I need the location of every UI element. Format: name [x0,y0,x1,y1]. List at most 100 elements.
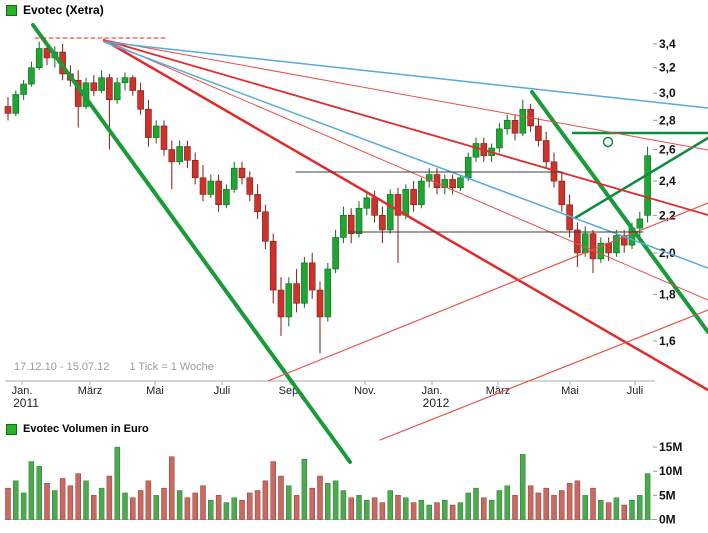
volume-bar [410,502,417,520]
volume-legend-swatch-icon [6,423,17,435]
volume-bar [192,492,198,520]
price-axis-label: 3,4 [659,37,676,51]
volume-bar [457,502,464,520]
volume-bar [559,490,565,520]
volume-bar [629,499,635,520]
volume-bar [551,495,557,520]
tick-interval-text: 1 Tick = 1 Woche [129,361,214,373]
candle [441,179,449,188]
candle [464,156,472,179]
volume-bar [317,475,323,520]
volume-bar [52,490,58,520]
volume-bar [512,495,518,520]
candle [644,155,651,216]
trendline-downtrend-blue-1 [103,41,708,269]
trendline-uptrend-red-1 [267,202,708,382]
candle [160,125,168,150]
date-range-note: 17.12.10 - 15.07.12 1 Tick = 1 Woche [14,361,214,373]
chart-title: Evotec (Xetra) [23,3,104,17]
volume-bar [262,480,269,520]
volume-bar [325,483,331,520]
candle [503,120,511,130]
candle [542,140,550,163]
volume-bar [36,466,42,520]
candle [433,174,441,188]
candle [620,235,628,246]
candle [269,240,277,291]
trendline-downtrend-red-inner [103,39,708,301]
candle [519,108,527,134]
candle [207,180,215,195]
candle [347,215,355,234]
volume-bar [481,497,487,520]
volume-bar [574,480,581,520]
volume-bar [67,485,74,520]
candle [425,174,433,182]
candle [4,106,12,114]
date-range-text: 17.12.10 - 15.07.12 [14,361,110,373]
volume-bar [137,490,144,520]
candle [285,283,293,318]
candle [215,180,222,206]
volume-bar [270,461,276,520]
candle [581,233,589,254]
candle [402,189,410,216]
price-axis-label: 2,4 [659,174,676,188]
candle [386,194,394,231]
volume-bar [301,458,308,520]
volume-bar [20,492,27,520]
candle [535,125,542,141]
volume-bar [231,497,237,520]
legend-swatch-icon [6,4,17,16]
candle [35,48,43,69]
x-axis-month-label: März [78,385,102,397]
candle [106,77,113,101]
volume-bar [582,495,588,520]
volume-bar [208,499,214,520]
volume-title: Evotec Volumen in Euro [23,423,149,435]
volume-bar [364,499,370,520]
volume-bar [309,487,315,520]
candle [410,189,417,206]
volume-bar [145,480,152,520]
volume-bar [130,497,136,520]
volume-bar [403,497,409,520]
x-axis-month-label: Mai [561,385,579,397]
volume-axis-label: 5M [659,488,676,502]
candle [199,177,207,195]
volume-bar [59,478,66,520]
candle [28,67,35,85]
x-axis-month-label: Jan. [422,385,443,397]
candle [324,268,332,318]
volume-bar [434,502,440,520]
candle [184,146,191,161]
candle [574,229,581,254]
trendline-downtrend-blue-2 [103,41,708,109]
pattern-target-circle [602,136,614,148]
x-axis-month-label: Juli [214,385,231,397]
volume-bar [215,495,222,520]
volume-bar [153,495,159,520]
candle [308,262,316,291]
price-axis-label: 3,0 [659,86,676,100]
volume-bar [566,483,573,520]
candle [238,167,246,179]
volume-bar [598,499,604,520]
chart-header: Evotec (Xetra) [6,3,104,17]
volume-bar [465,492,471,520]
candle [293,283,300,304]
candle [168,149,176,163]
volume-bar [254,490,261,520]
volume-bar [590,487,596,520]
volume-bar [5,487,11,520]
candle [332,237,339,270]
candle [472,143,480,158]
volume-axis-label: 0M [659,513,676,527]
candle [176,146,183,163]
volume-bar [293,495,300,520]
candle [20,83,27,95]
volume-bar [176,490,183,520]
volume-bar [543,487,549,520]
